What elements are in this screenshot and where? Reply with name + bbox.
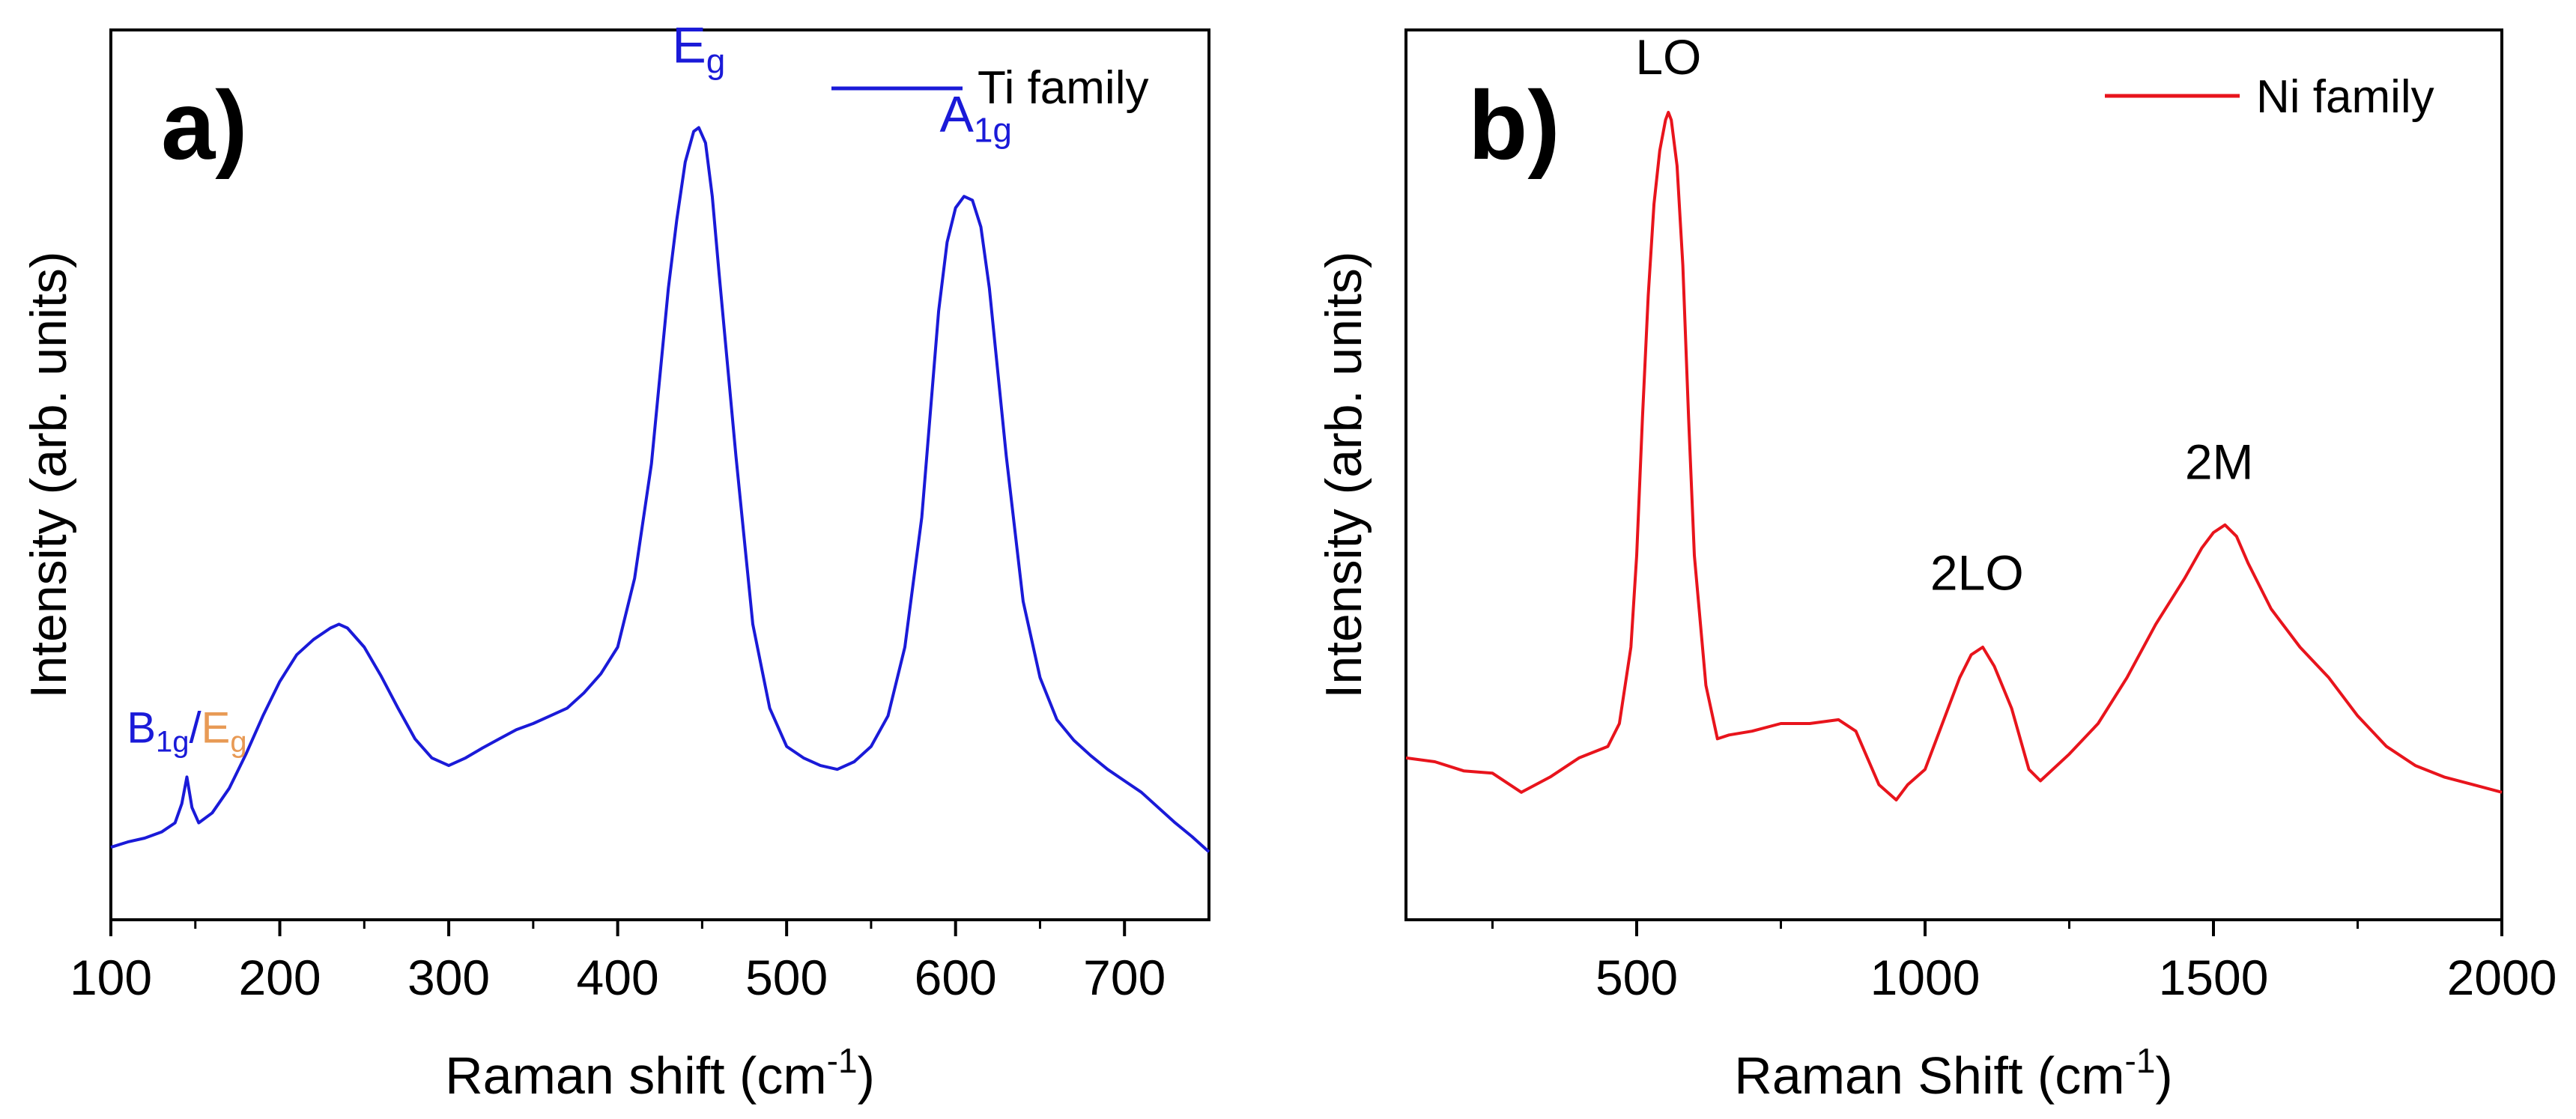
panel-a-tick-label-300: 300 — [407, 950, 490, 1005]
panel-a-annotation-b1g-eg: B1g/Eg — [127, 704, 246, 759]
panel-b-x-axis-title: Raman Shift (cm-1) — [1734, 1041, 2172, 1105]
eg-sub: g — [706, 42, 726, 81]
panel-b-tick-label-1500: 1500 — [2159, 950, 2269, 1005]
panel-b-tick-label-2000: 2000 — [2447, 950, 2557, 1005]
a1g-sub: 1g — [974, 111, 1012, 150]
panel-a-label: a) — [161, 70, 248, 180]
b1g-main: B — [127, 704, 156, 753]
panel-a-series-line-ti-family — [110, 126, 1210, 853]
panel-b-annotation-2m: 2M — [2185, 434, 2254, 490]
panel-a-legend-label: Ti family — [978, 62, 1148, 114]
b1g-sub: 1g — [156, 726, 190, 759]
panel-a-tick-label-100: 100 — [70, 950, 152, 1005]
panel-b: 500 1000 1500 2000 b) Ni family LO 2LO 2M R… — [1315, 28, 2557, 1105]
panel-a-tick-label-400: 400 — [577, 950, 659, 1005]
panel-b-xlabel-text: Raman Shift (cm — [1734, 1046, 2124, 1105]
panel-b-tick-label-1000: 1000 — [1870, 950, 1981, 1005]
panel-b-x-tick-labels: 500 1000 1500 2000 — [1595, 950, 2557, 1005]
panel-b-annotation-lo: LO — [1635, 29, 1701, 85]
panel-b-x-ticks — [1491, 920, 2503, 936]
panel-b-series-line-ni-family — [1405, 111, 2503, 801]
panel-a-x-tick-labels: 100 200 300 400 500 600 700 — [70, 950, 1166, 1005]
panel-a-tick-label-200: 200 — [238, 950, 321, 1005]
panel-a-xlabel-sup: -1 — [827, 1041, 858, 1080]
panel-a-x-ticks — [109, 920, 1127, 936]
panel-a-xlabel-text: Raman shift (cm — [445, 1046, 827, 1105]
panel-b-legend-label: Ni family — [2256, 71, 2434, 123]
panel-b-label: b) — [1468, 70, 1560, 180]
panel-a-tick-label-500: 500 — [745, 950, 828, 1005]
panel-a-y-axis-title: Intensity (arb. units) — [20, 251, 77, 698]
panel-a-tick-label-600: 600 — [915, 950, 997, 1005]
a1g-main: A — [939, 86, 974, 143]
panel-b-annotation-2lo: 2LO — [1930, 545, 2024, 601]
eg-main: E — [672, 17, 706, 74]
panel-b-tick-label-500: 500 — [1595, 950, 1678, 1005]
b1g-slash: / — [190, 704, 202, 753]
panel-b-xlabel-close: ) — [2155, 1046, 2172, 1105]
eg-orange-sub: g — [230, 726, 246, 759]
panel-b-y-axis-title: Intensity (arb. units) — [1315, 251, 1372, 698]
panel-a-plot-frame — [109, 28, 1210, 921]
panel-a-annotation-eg: Eg — [672, 17, 725, 81]
panel-a: 100 200 300 400 500 600 700 a) Ti family Eg A1… — [20, 17, 1210, 1105]
panel-a-annotation-a1g: A1g — [939, 86, 1012, 150]
panel-b-plot-frame — [1404, 28, 2503, 921]
panel-a-tick-label-700: 700 — [1083, 950, 1166, 1005]
panel-a-x-axis-title: Raman shift (cm-1) — [445, 1041, 875, 1105]
panel-a-xlabel-close: ) — [858, 1046, 875, 1105]
eg-orange-main: E — [201, 704, 231, 753]
panel-b-xlabel-sup: -1 — [2125, 1041, 2156, 1080]
